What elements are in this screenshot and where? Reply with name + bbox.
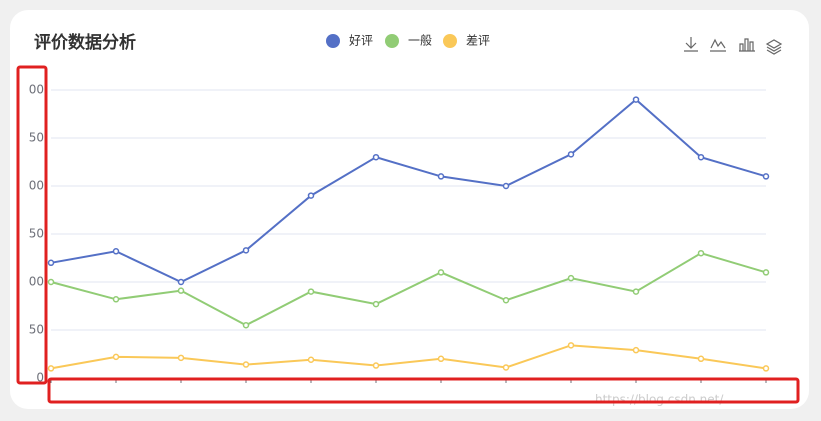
legend-label: 差评	[466, 34, 490, 48]
data-point	[177, 287, 185, 294]
series-line	[50, 252, 767, 327]
y-tick-label: 50	[29, 227, 44, 241]
data-point	[502, 182, 510, 190]
data-point	[762, 269, 770, 276]
data-point	[502, 296, 510, 304]
data-point	[372, 153, 380, 161]
data-point	[242, 361, 250, 368]
data-point	[437, 269, 445, 276]
data-point	[762, 173, 770, 180]
data-point	[437, 173, 445, 180]
data-point	[177, 354, 185, 362]
data-point	[437, 355, 445, 363]
data-point	[372, 300, 380, 308]
data-point	[112, 296, 120, 303]
plot: 0 50 00 50 00 50 00	[29, 83, 770, 385]
data-point	[112, 248, 120, 255]
card	[10, 10, 809, 409]
data-point	[762, 365, 770, 372]
data-point	[632, 96, 640, 103]
legend-swatch	[443, 34, 457, 48]
y-tick-label: 00	[29, 179, 44, 193]
y-tick-label: 00	[29, 275, 44, 289]
chart-title: 评价数据分析	[34, 32, 136, 53]
highlight-box	[47, 377, 800, 404]
data-point	[307, 356, 315, 364]
data-point	[567, 274, 575, 282]
data-point	[697, 355, 705, 363]
line-icon[interactable]	[710, 38, 726, 52]
data-point	[697, 153, 705, 161]
legend-item[interactable]: 好评	[326, 34, 373, 49]
legend-swatch	[385, 34, 399, 48]
data-point	[47, 365, 55, 372]
data-point	[177, 278, 185, 286]
data-point	[567, 342, 575, 349]
toolbox[interactable]	[684, 37, 783, 55]
data-point	[372, 362, 380, 369]
series-line	[50, 344, 767, 370]
download-icon[interactable]	[684, 37, 698, 52]
data-point	[697, 249, 705, 257]
y-tick-label: 00	[29, 83, 44, 97]
y-tick-label: 0	[36, 371, 44, 385]
y-tick-label: 50	[29, 323, 44, 337]
data-point	[502, 364, 510, 371]
stack-icon[interactable]	[765, 39, 783, 55]
legend-label: 好评	[349, 34, 373, 48]
legend-swatch	[326, 34, 340, 48]
data-point	[567, 151, 575, 158]
series-line	[50, 98, 767, 284]
legend-item[interactable]: 一般	[385, 33, 432, 49]
bar-icon[interactable]	[739, 38, 755, 52]
highlight-box	[16, 65, 48, 385]
y-tick-label: 50	[29, 131, 44, 145]
data-point	[307, 192, 315, 199]
watermark: https://blog.csdn.net/	[595, 393, 724, 407]
data-point	[242, 247, 250, 254]
data-point	[47, 259, 55, 267]
data-point	[47, 278, 55, 286]
legend-item[interactable]: 差评	[443, 34, 490, 49]
legend-label: 一般	[408, 33, 432, 48]
data-point	[307, 288, 315, 295]
data-point	[632, 288, 640, 295]
data-point	[112, 353, 120, 361]
data-point	[632, 346, 640, 354]
data-point	[242, 321, 250, 329]
